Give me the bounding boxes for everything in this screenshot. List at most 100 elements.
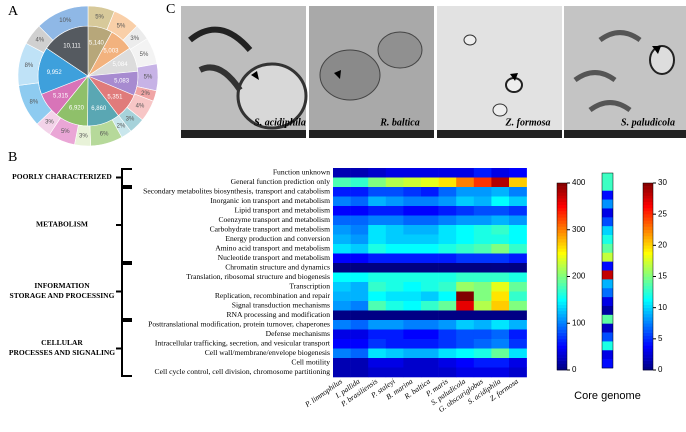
heatmap-cell xyxy=(385,168,404,178)
heatmap-cell xyxy=(385,225,404,235)
slice-label: 10% xyxy=(59,18,72,24)
row-label: General function prediction only xyxy=(231,177,331,186)
colorbar-step xyxy=(557,186,567,190)
heatmap-cell xyxy=(438,310,457,321)
colorbar-tick-label: 0 xyxy=(658,365,663,374)
row-label: Replication, recombination and repair xyxy=(215,291,331,300)
colorbar-step xyxy=(643,267,653,271)
heatmap-cell xyxy=(350,263,369,273)
heatmap-cell xyxy=(368,339,387,349)
cell xyxy=(188,26,253,52)
heatmap-cell xyxy=(350,206,369,216)
colorbar-tick-label: 100 xyxy=(572,318,586,327)
colorbar-step xyxy=(557,192,567,196)
core-cell xyxy=(602,217,613,227)
heatmap-cell xyxy=(473,320,492,330)
heatmap-cell xyxy=(403,358,422,368)
colorbar-step xyxy=(643,285,653,290)
colorbar-step xyxy=(557,229,567,234)
colorbar-step xyxy=(557,363,567,368)
heatmap-cell xyxy=(333,187,351,197)
colorbar-step xyxy=(557,326,567,330)
heatmap-cell xyxy=(350,358,369,368)
heatmap-cell xyxy=(350,187,369,197)
heatmap-cell xyxy=(368,244,387,254)
heatmap-cell xyxy=(350,320,369,330)
heatmap-cell xyxy=(509,291,527,302)
heatmap-cell xyxy=(403,168,422,178)
heatmap-cell xyxy=(421,196,439,207)
colorbar-step xyxy=(557,313,567,318)
heatmap-cell xyxy=(421,206,439,216)
heatmap-cell xyxy=(456,358,475,368)
heatmap-cell xyxy=(491,348,510,359)
colorbar-step xyxy=(557,285,567,290)
heatmap-cell xyxy=(456,301,475,311)
heatmap-cell xyxy=(509,253,527,264)
colorbar-step xyxy=(643,288,653,293)
heatmap-cell xyxy=(473,206,492,216)
heatmap-cell xyxy=(509,225,527,235)
colorbar-step xyxy=(643,207,653,212)
colorbar-tick-label: 15 xyxy=(658,272,667,281)
row-label: Signal transduction mechanisms xyxy=(232,301,330,310)
colorbar-tick-label: 0 xyxy=(572,365,577,374)
slice-label: 5,315 xyxy=(53,94,69,100)
heatmap-cell xyxy=(385,291,404,302)
caption: S. acidiphila xyxy=(254,117,306,128)
heatmap-cell xyxy=(456,329,475,340)
colorbar-step xyxy=(643,273,653,277)
heatmap-cell xyxy=(385,329,404,340)
heatmap-cell xyxy=(421,177,439,188)
colorbar-step xyxy=(557,257,567,262)
heatmap-cell xyxy=(509,348,527,359)
heatmap-cell xyxy=(385,367,404,378)
slice-label: 3% xyxy=(79,133,88,139)
heatmap-cell xyxy=(491,282,510,292)
colorbar-tick-label: 30 xyxy=(658,178,667,187)
colorbar-tick-label: 300 xyxy=(572,225,586,234)
core-cell xyxy=(602,323,613,333)
slice-label: 5% xyxy=(117,23,126,29)
heatmap-cell xyxy=(403,348,422,359)
heatmap-cell xyxy=(333,329,351,340)
colorbar-step xyxy=(643,348,653,352)
heatmap-cell xyxy=(438,301,457,311)
colorbar-step xyxy=(643,229,653,234)
heatmap-cell xyxy=(403,282,422,292)
heatmap-cell xyxy=(350,196,369,207)
heatmap-cell xyxy=(456,177,475,188)
heatmap-cell xyxy=(403,301,422,311)
colorbar-step xyxy=(643,360,653,365)
caption: S. paludicola xyxy=(621,117,675,128)
core-cell xyxy=(602,261,613,271)
heatmap-cell xyxy=(385,358,404,368)
heatmap-cell xyxy=(403,196,422,207)
heatmap-cell xyxy=(368,177,387,188)
colorbar-step xyxy=(557,323,567,327)
colorbar-tick-label: 10 xyxy=(658,303,667,312)
heatmap-cell xyxy=(385,301,404,311)
heatmap-cell xyxy=(473,358,492,368)
heatmap-cell xyxy=(421,358,439,368)
row-label: Cell wall/membrane/envelope biogenesis xyxy=(205,348,330,357)
heatmap-cell xyxy=(333,253,351,264)
heatmap-cell xyxy=(385,320,404,330)
colorbar-step xyxy=(557,360,567,365)
colorbar-step xyxy=(643,357,653,361)
row-label: RNA processing and modification xyxy=(226,310,330,319)
heatmap-cell xyxy=(385,253,404,264)
slice-label: 5% xyxy=(95,15,104,21)
heatmap-cell xyxy=(509,187,527,197)
row-label: Transcription xyxy=(289,282,330,291)
row-label: Energy production and conversion xyxy=(225,234,330,243)
colorbar-step xyxy=(557,207,567,212)
heatmap-cell xyxy=(333,320,351,330)
heatmap-cell xyxy=(491,301,510,311)
colorbar-step xyxy=(643,338,653,343)
heatmap-cell xyxy=(438,244,457,254)
colorbar-step xyxy=(643,307,653,312)
heatmap-cell xyxy=(403,177,422,188)
cell xyxy=(377,31,423,69)
colorbar-step xyxy=(643,329,653,333)
